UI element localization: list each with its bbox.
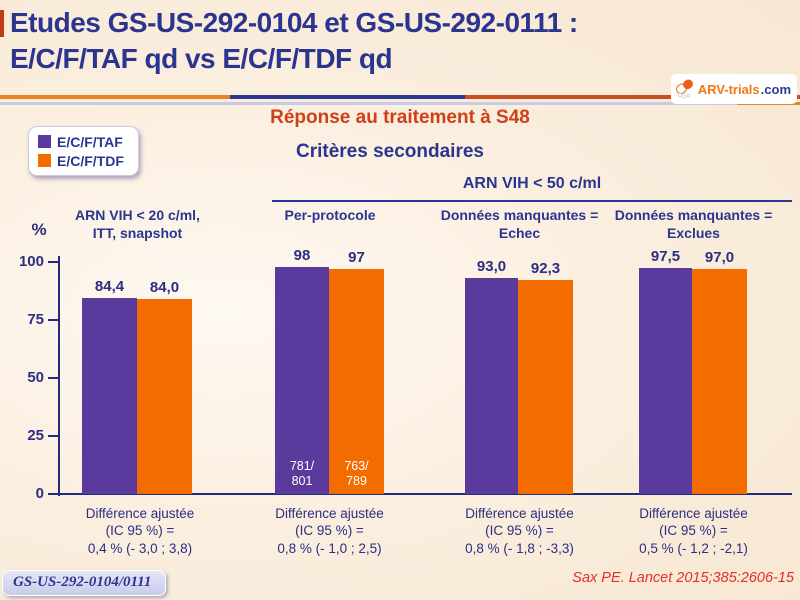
header-rule-orange bbox=[0, 95, 230, 99]
bar-tdf bbox=[692, 268, 747, 494]
caption-group1: Différence ajustée (IC 95 %) = 0,4 % (- … bbox=[85, 506, 195, 556]
tick-25 bbox=[48, 435, 58, 437]
bar-value-label: 97 bbox=[348, 248, 365, 266]
legend-label-tdf: E/C/F/TDF bbox=[57, 152, 124, 169]
tick-50 bbox=[48, 377, 58, 379]
y-axis-line bbox=[58, 256, 60, 496]
bar-value-label: 93,0 bbox=[476, 258, 507, 276]
citation: Sax PE. Lancet 2015;385:2606-15 bbox=[572, 570, 794, 586]
slide-subtitle: Réponse au traitement à S48 bbox=[270, 107, 530, 128]
bar-taf bbox=[82, 298, 137, 494]
caption-group4: Différence ajustée (IC 95 %) = 0,5 % (- … bbox=[639, 506, 748, 556]
logo-brand-text: ARV-trials bbox=[697, 81, 760, 97]
bar-inner-count: 781/ 801 bbox=[289, 459, 315, 488]
bar-inner-count: 763/ 789 bbox=[344, 459, 369, 488]
taf-color-swatch bbox=[38, 135, 51, 148]
tdf-color-swatch bbox=[38, 154, 51, 167]
group-header-per-protocole: Per-protocole bbox=[284, 207, 376, 223]
tick-100 bbox=[48, 261, 58, 263]
header-rule-red bbox=[465, 95, 800, 99]
tick-label-0: 0 bbox=[35, 485, 44, 502]
span-header-arn-50: ARN VIH < 50 c/ml bbox=[462, 175, 602, 192]
tick-label-25: 25 bbox=[27, 427, 44, 444]
section-heading: Critères secondaires bbox=[296, 141, 484, 162]
caption-group2: Différence ajustée (IC 95 %) = 0,8 % (- … bbox=[275, 506, 384, 556]
bar-value-label: 92,3 bbox=[530, 259, 561, 277]
bar-group4-tdf: 97,0 bbox=[692, 249, 747, 494]
bar-value-label: 97,5 bbox=[650, 247, 681, 265]
bar-group1-taf: 84,4 bbox=[82, 278, 137, 494]
bar-taf bbox=[465, 278, 518, 494]
arv-trials-logo: ARV-trials .com bbox=[670, 74, 797, 104]
study-id-badge: GS-US-292-0104/0111 bbox=[2, 570, 167, 596]
bar-taf: 781/ 801 bbox=[275, 266, 329, 494]
bar-group3-taf: 93,0 bbox=[465, 258, 518, 494]
title-line-1: Etudes GS-US-292-0104 et GS-US-292-0111 … bbox=[10, 7, 578, 38]
bar-taf bbox=[639, 267, 692, 494]
header-subrule-gray bbox=[0, 102, 737, 105]
group-header-itt: ARN VIH < 20 c/ml, ITT, snapshot bbox=[75, 207, 200, 242]
bar-group2-tdf: 97 763/ 789 bbox=[329, 249, 384, 494]
group-header-manquantes-exclues: Données manquantes = Exclues bbox=[614, 207, 773, 242]
bar-group2-taf: 98 781/ 801 bbox=[275, 247, 329, 494]
title-accent-mark bbox=[0, 10, 4, 37]
tick-label-75: 75 bbox=[27, 311, 44, 328]
legend-item-tdf: E/C/F/TDF bbox=[38, 151, 138, 170]
bar-group4-taf: 97,5 bbox=[639, 248, 692, 494]
caption-group3: Différence ajustée (IC 95 %) = 0,8 % (- … bbox=[465, 506, 574, 556]
bar-value-label: 97,0 bbox=[704, 248, 735, 266]
bar-tdf bbox=[518, 279, 573, 494]
header-rule-blue bbox=[230, 95, 465, 99]
bar-tdf: 763/ 789 bbox=[329, 268, 384, 494]
tick-0 bbox=[48, 493, 58, 495]
bar-value-label: 98 bbox=[293, 246, 311, 264]
page-title: Etudes GS-US-292-0104 et GS-US-292-0111 … bbox=[10, 5, 710, 78]
span-header-underline bbox=[272, 200, 792, 202]
logo-tld-text: .com bbox=[760, 81, 791, 97]
tick-label-100: 100 bbox=[18, 253, 44, 270]
bar-group1-tdf: 84,0 bbox=[137, 279, 192, 494]
legend-label-taf: E/C/F/TAF bbox=[57, 133, 123, 150]
x-axis-line bbox=[58, 493, 792, 495]
legend-item-taf: E/C/F/TAF bbox=[38, 132, 138, 151]
bar-value-label: 84,4 bbox=[94, 278, 125, 296]
pill-icon bbox=[673, 75, 697, 104]
title-line-2: E/C/F/TAF qd vs E/C/F/TDF qd bbox=[10, 43, 393, 75]
bar-group3-tdf: 92,3 bbox=[518, 260, 573, 494]
y-axis-label: % bbox=[31, 220, 47, 239]
group-header-manquantes-echec: Données manquantes = Echec bbox=[440, 207, 599, 242]
bar-value-label: 84,0 bbox=[149, 279, 180, 297]
bar-tdf bbox=[137, 299, 192, 494]
tick-label-50: 50 bbox=[27, 369, 44, 386]
legend: E/C/F/TAF E/C/F/TDF bbox=[28, 126, 139, 176]
tick-75 bbox=[48, 319, 58, 321]
